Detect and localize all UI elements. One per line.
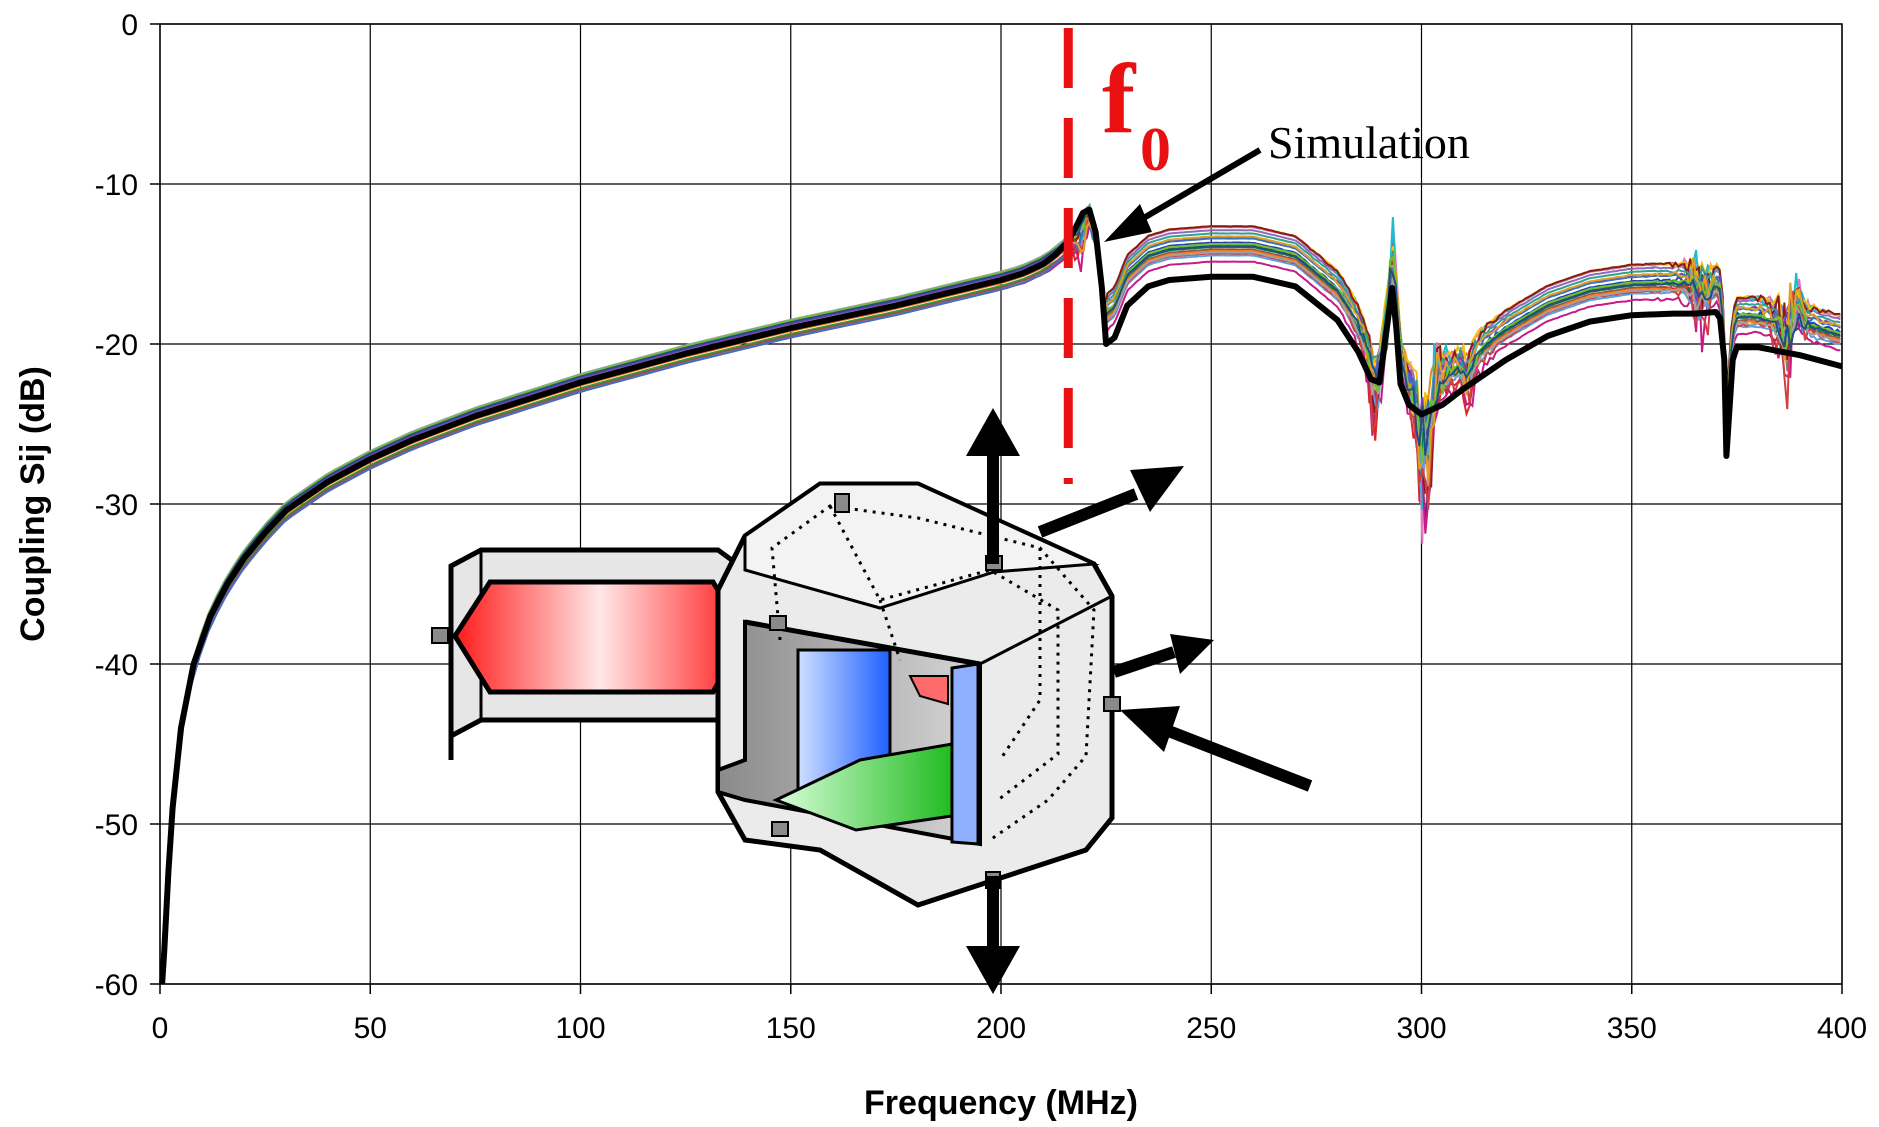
simulation-label: Simulation — [1268, 117, 1470, 168]
x-tick-label: 350 — [1607, 1012, 1657, 1045]
axis-ticks — [150, 23, 1843, 994]
arrow-upright-shaft — [1037, 488, 1139, 538]
cavity-ledge-right — [979, 594, 1113, 666]
x-tick-label: 100 — [555, 1012, 605, 1045]
simulation-arrow-shaft — [1128, 147, 1262, 229]
x-axis-title: Frequency (MHz) — [864, 1084, 1138, 1122]
arrow-right-head — [1170, 634, 1214, 674]
coupler-red — [452, 579, 748, 695]
dotted-structure — [770, 504, 1096, 842]
measured-series-24 — [165, 208, 1841, 907]
y-axis-title: Coupling Sij (dB) — [14, 366, 52, 642]
floor-plate-green — [772, 742, 954, 832]
arrow-up-head — [966, 408, 1020, 456]
measured-series-23 — [165, 206, 1841, 905]
y-tick-label: -60 — [95, 969, 138, 1002]
measured-series-21 — [165, 205, 1841, 904]
arrow-inward-shaft — [1163, 724, 1313, 792]
x-tick-label: 250 — [1186, 1012, 1236, 1045]
resonance-label-subscript: 0 — [1140, 116, 1171, 184]
x-tick-labels: 0 50 100 150 200 250 300 350 400 — [152, 1012, 1867, 1045]
measured-series-6 — [165, 225, 1841, 920]
x-tick-label: 300 — [1396, 1012, 1446, 1045]
arrow-inward-head — [1120, 706, 1180, 752]
y-tick-label: 0 — [121, 9, 138, 42]
x-tick-label: 50 — [354, 1012, 387, 1045]
y-tick-label: -40 — [95, 649, 138, 682]
resonance-label: f — [1102, 43, 1137, 154]
arrow-upright-head — [1130, 466, 1184, 512]
port-icon-top — [834, 493, 850, 513]
y-tick-label: -30 — [95, 489, 138, 522]
port-icon-right — [1103, 696, 1121, 712]
arrow-right-shaft — [1112, 646, 1176, 678]
arrow-down-head — [966, 946, 1020, 994]
y-tick-label: -10 — [95, 169, 138, 202]
corner-red — [908, 675, 949, 706]
x-tick-label: 200 — [976, 1012, 1026, 1045]
coupler-port-icon — [431, 627, 449, 644]
side-plate-blue-right — [950, 662, 980, 846]
y-tick-labels: 0 -10 -20 -30 -40 -50 -60 — [95, 9, 138, 1002]
simulation-arrow-head — [1104, 204, 1152, 242]
cavity-top — [743, 482, 1100, 610]
simulation-series-group — [159, 206, 1843, 985]
y-tick-label: -50 — [95, 809, 138, 842]
x-tick-label: 0 — [152, 1012, 169, 1045]
port-icon-left — [769, 615, 787, 631]
cavity-diagram — [431, 408, 1313, 994]
y-tick-label: -20 — [95, 329, 138, 362]
simulation-series — [159, 206, 1843, 985]
port-icon-bottom-left — [771, 821, 789, 837]
x-tick-label: 150 — [766, 1012, 816, 1045]
x-tick-label: 400 — [1817, 1012, 1867, 1045]
